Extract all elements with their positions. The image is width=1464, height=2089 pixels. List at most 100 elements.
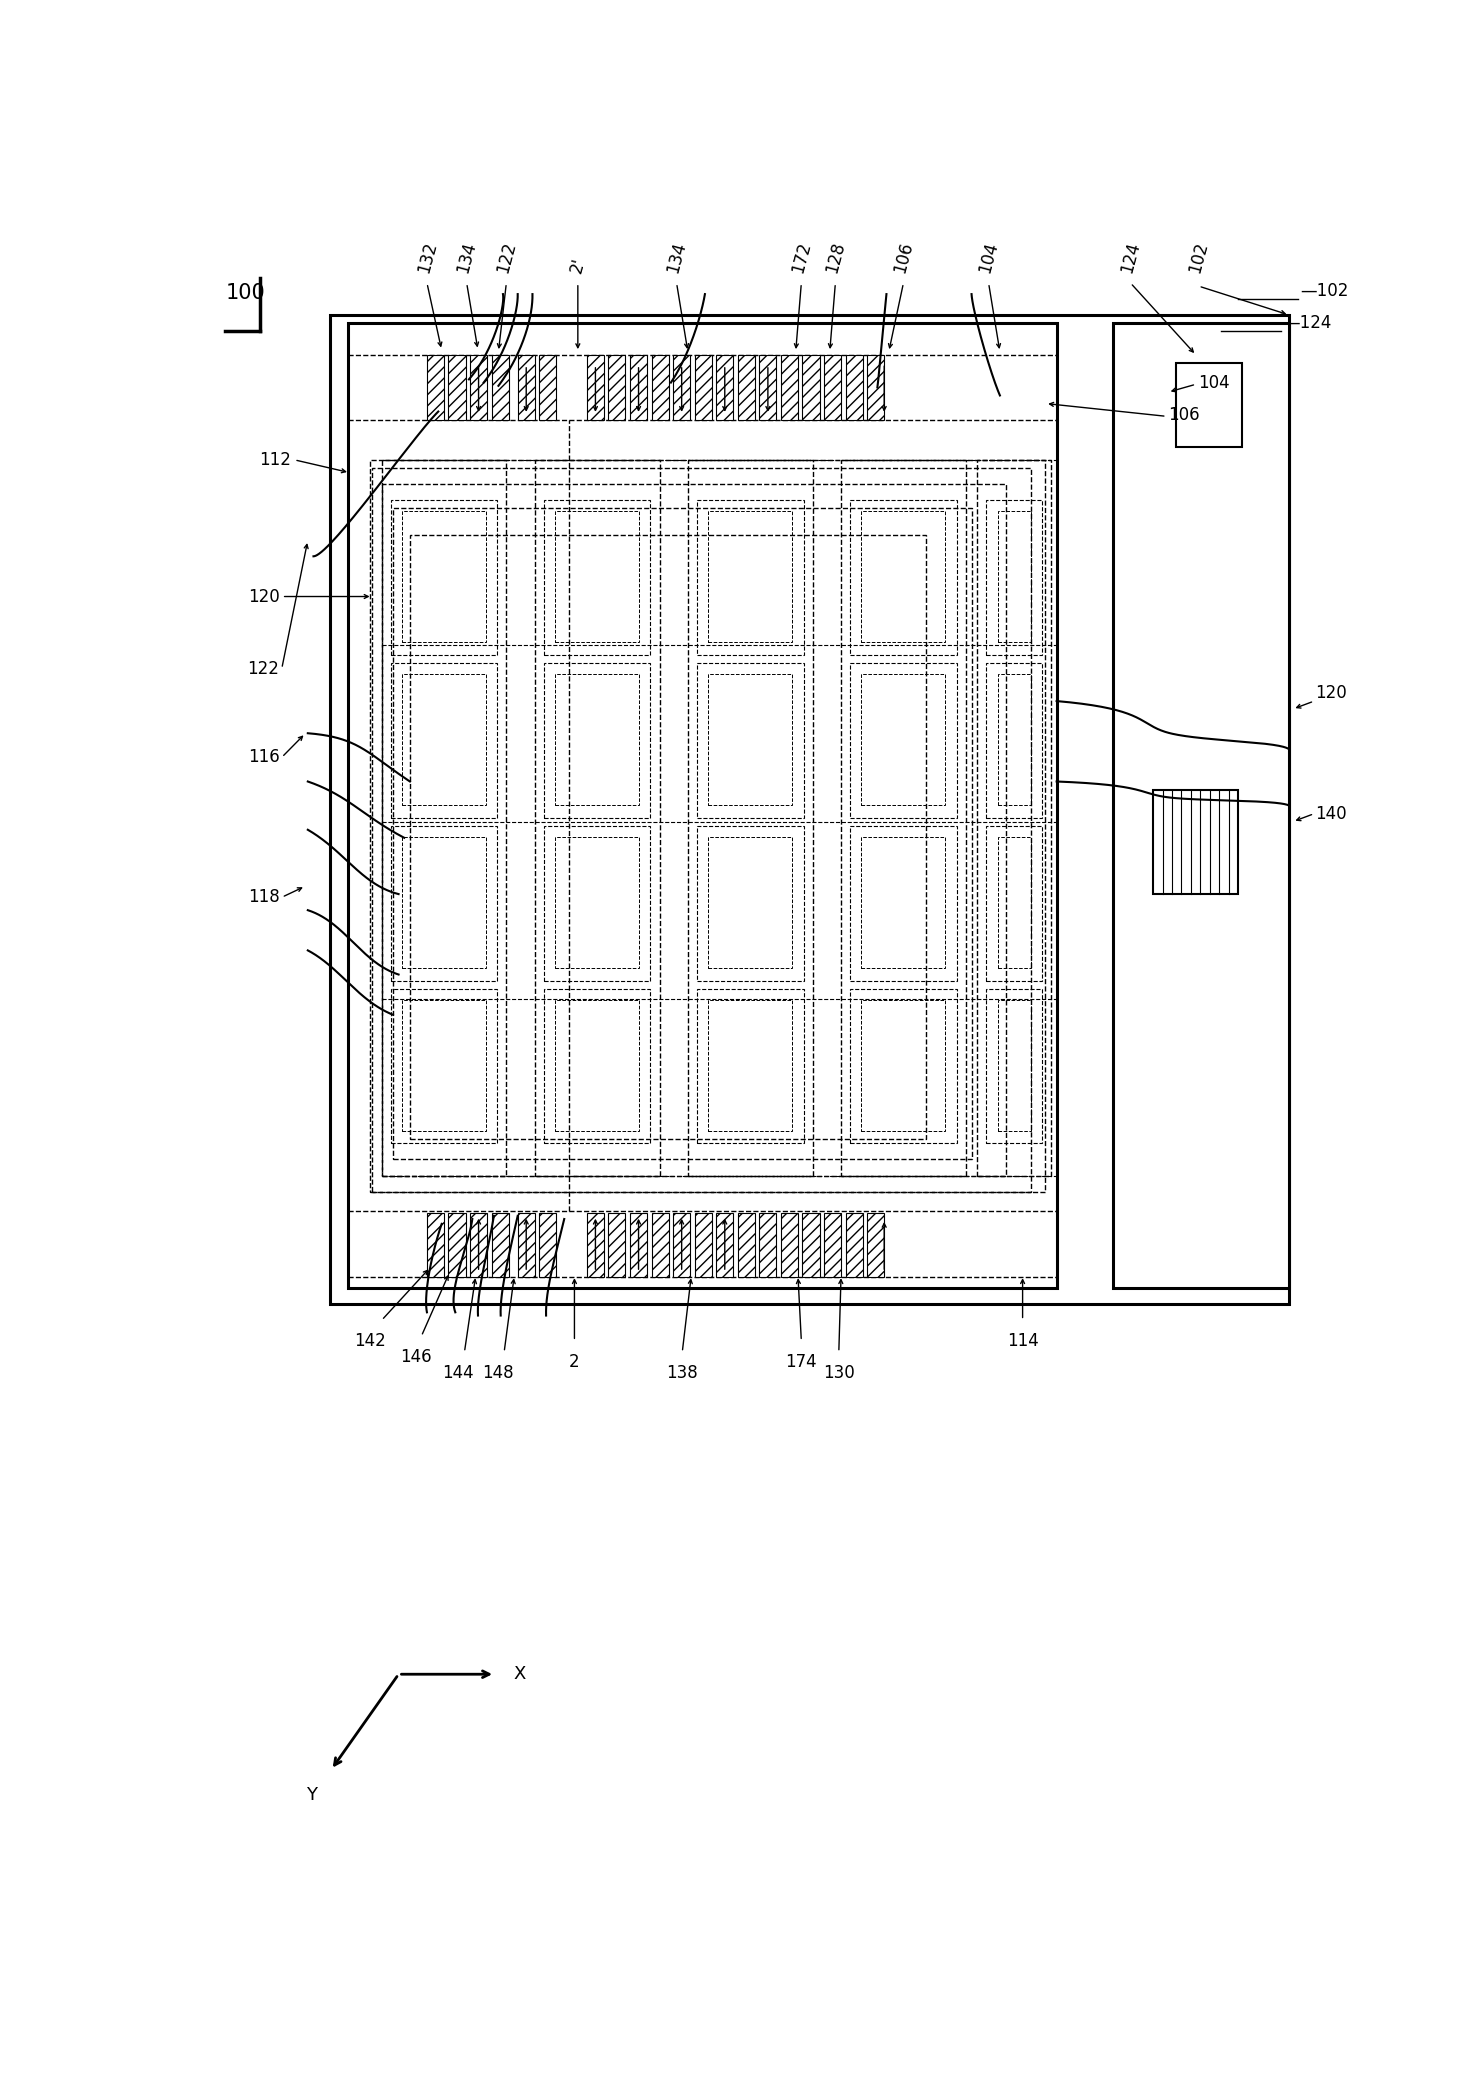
Text: 146: 146 [400, 1347, 432, 1366]
Bar [539, 355, 556, 420]
Bar [518, 355, 533, 420]
Bar [738, 355, 755, 420]
Bar [555, 512, 640, 641]
Bar [802, 355, 820, 420]
Text: 122: 122 [493, 240, 520, 276]
Bar [824, 1212, 840, 1276]
Bar [780, 1212, 798, 1276]
Bar [427, 355, 444, 420]
Bar [391, 825, 498, 980]
Bar [555, 1001, 640, 1130]
Bar [1154, 790, 1239, 894]
Bar [987, 662, 1042, 817]
Text: 148: 148 [483, 1364, 514, 1381]
Bar [997, 838, 1031, 967]
Bar [673, 355, 690, 420]
Text: 132: 132 [414, 240, 439, 276]
Text: 104: 104 [976, 240, 1001, 276]
Bar [697, 825, 804, 980]
Text: 174: 174 [786, 1352, 817, 1370]
Text: 128: 128 [823, 240, 848, 276]
Bar [780, 355, 798, 420]
Bar [861, 512, 946, 641]
Bar [543, 499, 650, 654]
Text: 138: 138 [666, 1364, 698, 1381]
Bar [851, 662, 957, 817]
Bar [716, 355, 733, 420]
Bar [539, 1212, 556, 1276]
Bar [840, 460, 966, 1176]
Bar [695, 1212, 712, 1276]
Bar [688, 460, 813, 1176]
Bar [697, 988, 804, 1143]
Bar [987, 499, 1042, 654]
Bar [555, 838, 640, 967]
Text: 134: 134 [454, 240, 479, 276]
Text: 106: 106 [1168, 405, 1199, 424]
Bar [403, 675, 486, 804]
Text: 124: 124 [1117, 240, 1143, 276]
Bar [403, 838, 486, 967]
Text: 130: 130 [823, 1364, 855, 1381]
Text: —102: —102 [1300, 282, 1348, 301]
Bar [470, 355, 488, 420]
Bar [587, 355, 605, 420]
Bar [403, 512, 486, 641]
Bar [470, 1212, 488, 1276]
Bar [851, 825, 957, 980]
Bar [518, 1212, 534, 1276]
Bar [448, 1212, 466, 1276]
Bar [587, 1212, 605, 1276]
Bar [543, 662, 650, 817]
Bar [709, 838, 792, 967]
Text: 120: 120 [247, 587, 280, 606]
Text: 118: 118 [247, 888, 280, 907]
Bar [867, 355, 884, 420]
Bar [851, 499, 957, 654]
Bar [987, 825, 1042, 980]
Bar [1176, 363, 1241, 447]
Text: 2': 2' [567, 255, 589, 276]
Text: 114: 114 [1007, 1331, 1038, 1349]
Bar [760, 355, 776, 420]
Bar [382, 485, 1006, 1176]
Bar [709, 512, 792, 641]
Text: Y: Y [306, 1786, 318, 1805]
Bar [492, 1212, 508, 1276]
Bar [630, 1212, 647, 1276]
Bar [697, 662, 804, 817]
Bar [391, 499, 498, 654]
Text: 140: 140 [1315, 804, 1347, 823]
Text: 172: 172 [789, 240, 814, 276]
Text: 106: 106 [890, 240, 916, 276]
Bar [738, 1212, 755, 1276]
Bar [518, 355, 534, 420]
Bar [987, 988, 1042, 1143]
Bar [651, 1212, 669, 1276]
Bar [709, 675, 792, 804]
Bar [543, 988, 650, 1143]
Bar [846, 355, 862, 420]
Bar [392, 508, 972, 1159]
Bar [851, 988, 957, 1143]
Text: 116: 116 [247, 748, 280, 767]
Text: 122: 122 [247, 660, 280, 679]
Bar [695, 355, 712, 420]
Bar [802, 1212, 820, 1276]
Bar [861, 838, 946, 967]
Bar [391, 988, 498, 1143]
Bar [540, 355, 555, 420]
Bar [867, 1212, 884, 1276]
Bar [697, 499, 804, 654]
Text: 102: 102 [1186, 240, 1211, 276]
Bar [997, 1001, 1031, 1130]
Bar [997, 512, 1031, 641]
Text: 120: 120 [1315, 683, 1347, 702]
Bar [824, 355, 840, 420]
Text: —124: —124 [1284, 313, 1332, 332]
Bar [493, 355, 508, 420]
Bar [709, 1001, 792, 1130]
Bar [370, 460, 1045, 1191]
Text: X: X [514, 1665, 526, 1684]
Bar [347, 324, 1057, 1289]
